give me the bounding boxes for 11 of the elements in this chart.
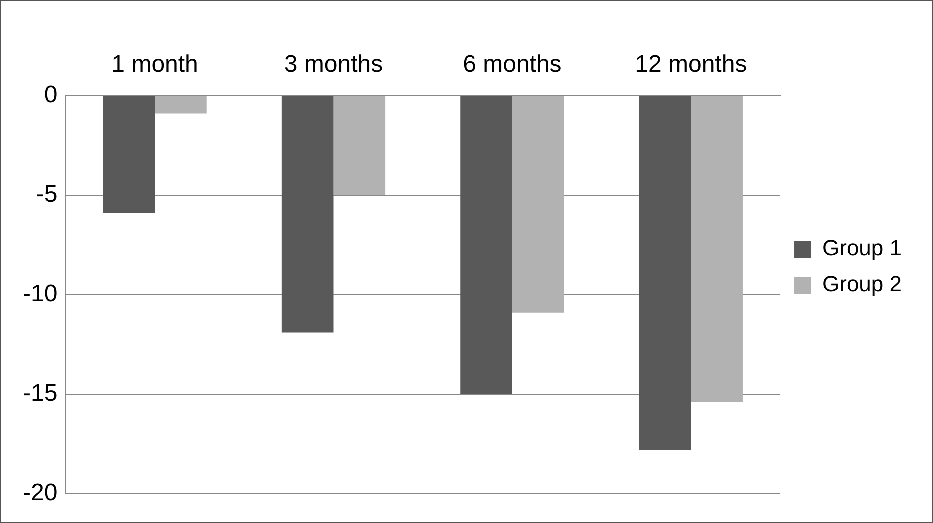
x-tick-label: 12 months xyxy=(635,51,748,78)
x-tick-label: 1 month xyxy=(112,51,198,78)
x-tick-label: 6 months xyxy=(463,51,562,78)
y-tick-label: -15 xyxy=(23,380,58,408)
legend-label: Group 1 xyxy=(822,236,902,261)
x-tick-label: 3 months xyxy=(284,51,384,78)
y-tick-label: 0 xyxy=(44,81,58,108)
y-tick-label: -20 xyxy=(23,480,58,507)
legend-label: Group 2 xyxy=(822,272,902,297)
y-tick-label: -5 xyxy=(36,180,58,208)
y-tick-label: -10 xyxy=(23,280,58,308)
